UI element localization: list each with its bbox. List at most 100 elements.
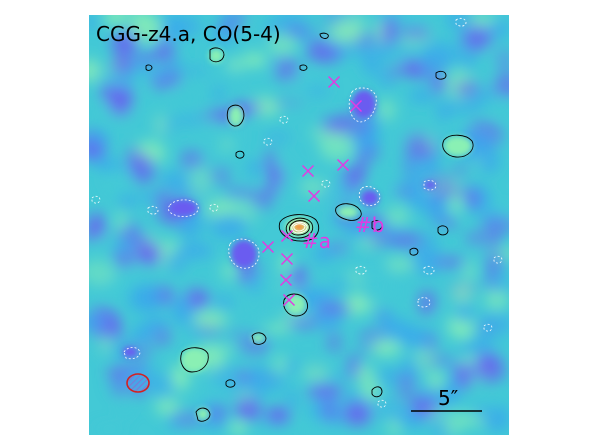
noise-patch	[154, 69, 169, 81]
noise-patch	[115, 211, 127, 233]
map-feature	[294, 224, 304, 230]
noise-patch	[323, 399, 335, 422]
noise-patch	[180, 66, 210, 75]
noise-patch	[318, 132, 356, 161]
source-markers	[261, 75, 363, 307]
noise-patch	[315, 301, 353, 316]
noise-patch	[327, 23, 364, 45]
noise-patch	[219, 140, 234, 151]
noise-patch	[393, 393, 419, 402]
noise-patch	[452, 166, 469, 177]
noise-patch	[307, 384, 344, 399]
noise-patch	[471, 90, 499, 100]
noise-patch	[483, 404, 509, 433]
noise-patch	[277, 15, 309, 23]
noise-patch	[187, 166, 213, 197]
noise-patch	[466, 188, 480, 209]
noise-patch	[274, 55, 299, 82]
noise-patch	[208, 363, 241, 388]
noise-patch	[155, 212, 183, 224]
noise-patch	[457, 343, 480, 354]
noise-patch	[119, 194, 137, 208]
noise-patch	[428, 370, 444, 391]
figure-title: CGG-z4.a, CO(5-4)	[96, 22, 281, 46]
noise-patch	[387, 416, 401, 435]
noise-patch	[475, 359, 506, 383]
noise-patch	[243, 52, 266, 67]
noise-patch	[422, 196, 447, 210]
map-features	[123, 49, 472, 420]
noise-patch	[405, 133, 430, 161]
noise-patch	[219, 23, 241, 33]
noise-patch	[403, 154, 435, 175]
noise-patch	[418, 290, 436, 316]
noise-patch	[121, 264, 151, 281]
noise-patch	[476, 331, 489, 355]
noise-patch	[280, 102, 297, 116]
map-feature	[231, 240, 257, 268]
noise-patch	[488, 20, 509, 37]
noise-patch	[356, 149, 368, 179]
noise-patch	[362, 63, 389, 77]
noise-patch	[115, 15, 152, 29]
noise-patch	[480, 217, 509, 232]
noise-patch	[445, 15, 474, 33]
noise-patch	[209, 166, 232, 185]
map-feature	[170, 200, 198, 216]
noise-patch	[441, 95, 457, 105]
noise-patch	[286, 318, 320, 328]
noise-patch	[105, 167, 132, 194]
noise-patch	[454, 362, 473, 390]
noise-patch	[360, 54, 378, 65]
noise-patch	[250, 307, 262, 321]
noise-patch	[326, 15, 362, 23]
noise-patch	[247, 292, 258, 311]
noise-patch	[133, 359, 146, 372]
noise-patch	[230, 421, 247, 435]
noise-patch	[457, 298, 471, 325]
noise-patch	[421, 54, 435, 80]
noise-patch	[269, 167, 284, 184]
noise-patch	[390, 38, 404, 66]
intensity-map	[89, 15, 509, 435]
noise-patch	[278, 157, 293, 170]
source-label-b: #b	[355, 213, 384, 237]
noise-patch	[234, 397, 262, 422]
noise-patch	[108, 86, 132, 116]
cross-marker	[307, 189, 321, 203]
noise-patch	[146, 372, 177, 399]
noise-patch	[434, 257, 467, 267]
noise-patch	[344, 390, 360, 400]
noise-patch	[388, 231, 424, 250]
noise-patch	[340, 177, 352, 188]
noise-patch	[212, 84, 225, 104]
noise-patch	[402, 356, 418, 381]
noise-patch	[263, 324, 293, 333]
noise-patch	[267, 33, 297, 56]
noise-patch	[145, 316, 168, 333]
noise-patch	[154, 397, 180, 416]
noise-patch	[325, 243, 349, 253]
cross-marker	[282, 293, 296, 307]
noise-patch	[305, 84, 330, 98]
noise-patch	[377, 99, 396, 121]
noise-patch	[139, 282, 154, 311]
noise-patch	[435, 185, 468, 198]
noise-patch	[175, 242, 214, 259]
noise-patch	[355, 364, 374, 383]
beam-ellipse	[126, 373, 150, 393]
noise-patch	[474, 227, 493, 257]
noise-patch	[153, 38, 175, 64]
noise-patch	[482, 398, 507, 410]
noise-patch	[344, 223, 383, 239]
cross-marker	[336, 158, 350, 172]
noise-patch	[204, 325, 232, 351]
noise-patch	[308, 287, 335, 305]
noise-patch	[451, 281, 474, 305]
noise-patch	[89, 314, 110, 330]
noise-patch	[370, 339, 402, 356]
noise-patch	[132, 324, 153, 345]
noise-patch	[171, 295, 193, 325]
noise-patch	[410, 396, 438, 418]
